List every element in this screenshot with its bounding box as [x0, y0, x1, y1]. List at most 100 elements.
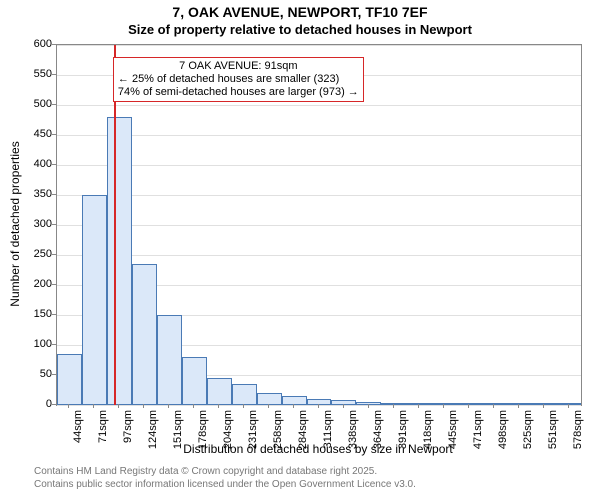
gridline — [57, 105, 581, 106]
x-tick-mark — [218, 404, 219, 408]
x-tick-label: 44sqm — [72, 410, 84, 450]
x-tick-mark — [93, 404, 94, 408]
y-tick-mark — [52, 224, 56, 225]
y-tick-label: 150 — [12, 308, 52, 320]
x-tick-mark — [343, 404, 344, 408]
x-tick-label: 525sqm — [522, 410, 534, 450]
annotation-line: ← 25% of detached houses are smaller (32… — [118, 73, 359, 86]
histogram-bar — [232, 384, 257, 405]
histogram-bar — [157, 315, 182, 405]
x-tick-label: 338sqm — [347, 410, 359, 450]
chart-subtitle: Size of property relative to detached ho… — [0, 22, 600, 37]
x-tick-label: 151sqm — [172, 410, 184, 450]
x-tick-label: 178sqm — [197, 410, 209, 450]
y-tick-mark — [52, 194, 56, 195]
x-tick-label: 391sqm — [397, 410, 409, 450]
annotation-line: 74% of semi-detached houses are larger (… — [118, 86, 359, 99]
histogram-bar — [356, 402, 381, 405]
histogram-bar — [57, 354, 82, 405]
x-tick-label: 258sqm — [272, 410, 284, 450]
x-tick-label: 97sqm — [122, 410, 134, 450]
footer-copyright-2: Contains public sector information licen… — [34, 479, 416, 490]
y-tick-label: 250 — [12, 248, 52, 260]
x-tick-label: 71sqm — [97, 410, 109, 450]
annotation-box: 7 OAK AVENUE: 91sqm← 25% of detached hou… — [113, 57, 364, 102]
histogram-bar — [132, 264, 157, 405]
gridline — [57, 45, 581, 46]
y-tick-label: 400 — [12, 158, 52, 170]
x-tick-label: 124sqm — [147, 410, 159, 450]
histogram-bar — [381, 403, 406, 405]
x-tick-mark — [568, 404, 569, 408]
y-tick-label: 50 — [12, 368, 52, 380]
histogram-bar — [481, 403, 506, 405]
chart-container: 7, OAK AVENUE, NEWPORT, TF10 7EF Size of… — [0, 0, 600, 500]
y-tick-label: 600 — [12, 38, 52, 50]
y-tick-label: 0 — [12, 398, 52, 410]
y-tick-mark — [52, 254, 56, 255]
y-tick-label: 450 — [12, 128, 52, 140]
histogram-bar — [556, 403, 581, 405]
y-tick-label: 550 — [12, 68, 52, 80]
y-tick-label: 350 — [12, 188, 52, 200]
histogram-bar — [456, 403, 481, 405]
x-tick-mark — [368, 404, 369, 408]
histogram-bar — [207, 378, 232, 405]
footer-copyright-1: Contains HM Land Registry data © Crown c… — [34, 466, 377, 477]
x-tick-label: 311sqm — [322, 410, 334, 450]
x-tick-mark — [543, 404, 544, 408]
y-tick-mark — [52, 404, 56, 405]
y-tick-mark — [52, 134, 56, 135]
x-tick-label: 418sqm — [422, 410, 434, 450]
gridline — [57, 405, 581, 406]
x-tick-label: 445sqm — [447, 410, 459, 450]
histogram-bar — [82, 195, 107, 405]
x-tick-mark — [193, 404, 194, 408]
x-tick-label: 471sqm — [472, 410, 484, 450]
x-tick-mark — [468, 404, 469, 408]
x-tick-mark — [118, 404, 119, 408]
x-tick-mark — [443, 404, 444, 408]
x-tick-label: 551sqm — [547, 410, 559, 450]
x-tick-mark — [143, 404, 144, 408]
plot-area: 7 OAK AVENUE: 91sqm← 25% of detached hou… — [56, 44, 582, 406]
histogram-bar — [406, 403, 431, 405]
chart-title: 7, OAK AVENUE, NEWPORT, TF10 7EF — [0, 4, 600, 20]
x-tick-mark — [493, 404, 494, 408]
gridline — [57, 135, 581, 136]
y-tick-label: 100 — [12, 338, 52, 350]
y-tick-mark — [52, 284, 56, 285]
x-tick-label: 498sqm — [497, 410, 509, 450]
x-tick-mark — [318, 404, 319, 408]
y-tick-mark — [52, 74, 56, 75]
y-tick-label: 200 — [12, 278, 52, 290]
gridline — [57, 165, 581, 166]
x-tick-label: 231sqm — [247, 410, 259, 450]
x-tick-mark — [243, 404, 244, 408]
histogram-bar — [531, 403, 556, 405]
x-tick-mark — [393, 404, 394, 408]
y-tick-label: 500 — [12, 98, 52, 110]
y-tick-mark — [52, 314, 56, 315]
x-tick-label: 204sqm — [222, 410, 234, 450]
y-tick-mark — [52, 374, 56, 375]
histogram-bar — [506, 403, 531, 405]
x-tick-mark — [293, 404, 294, 408]
x-tick-mark — [68, 404, 69, 408]
gridline — [57, 195, 581, 196]
x-tick-label: 364sqm — [372, 410, 384, 450]
gridline — [57, 255, 581, 256]
y-tick-mark — [52, 104, 56, 105]
x-tick-mark — [418, 404, 419, 408]
x-tick-mark — [168, 404, 169, 408]
x-tick-mark — [268, 404, 269, 408]
y-tick-mark — [52, 44, 56, 45]
y-tick-mark — [52, 164, 56, 165]
histogram-bar — [431, 403, 456, 405]
annotation-line: 7 OAK AVENUE: 91sqm — [118, 60, 359, 73]
histogram-bar — [182, 357, 207, 405]
y-tick-label: 300 — [12, 218, 52, 230]
x-tick-label: 284sqm — [297, 410, 309, 450]
x-tick-mark — [518, 404, 519, 408]
histogram-bar — [107, 117, 132, 405]
